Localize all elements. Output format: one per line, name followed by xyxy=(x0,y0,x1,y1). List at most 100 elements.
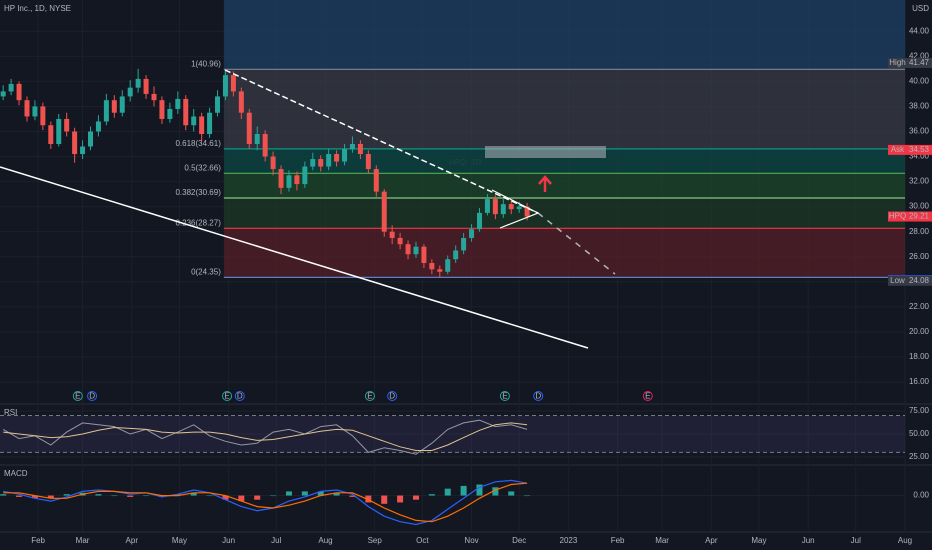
candle-body xyxy=(151,93,157,101)
candle-body xyxy=(230,75,236,92)
x-tick-label: Jul xyxy=(271,536,281,545)
candle-body xyxy=(484,199,490,213)
candle-body xyxy=(8,83,14,92)
event-label: E xyxy=(502,392,507,401)
macd-histogram-bar xyxy=(31,495,38,499)
candle-body xyxy=(135,78,141,88)
badge-name-bg xyxy=(888,211,907,222)
candle-body xyxy=(183,98,189,126)
badge xyxy=(907,211,932,222)
candle-body xyxy=(405,244,411,255)
y-tick-label: 22.00 xyxy=(909,302,930,311)
y-tick-label: 50.00 xyxy=(909,429,930,438)
x-tick-label: Apr xyxy=(705,536,718,545)
badge-name: Low xyxy=(890,276,905,285)
candle-body xyxy=(373,169,379,192)
y-tick-label: 26.00 xyxy=(909,252,930,261)
macd-histogram-bar xyxy=(238,495,245,502)
candle-body xyxy=(453,250,459,260)
chart-title: HP Inc., 1D, NYSE xyxy=(4,4,71,13)
badge xyxy=(907,57,932,68)
y-tick-label: 34.00 xyxy=(909,152,930,161)
fib-label: 0.5(32.66) xyxy=(184,163,221,172)
event-label: D xyxy=(237,392,243,401)
macd-histogram-bar xyxy=(95,494,102,496)
event-icon xyxy=(87,391,98,401)
x-tick-label: Dec xyxy=(512,536,526,545)
x-tick-label: Mar xyxy=(655,536,669,545)
candle-body xyxy=(40,106,46,126)
candle-body xyxy=(119,96,125,113)
candle-body xyxy=(461,237,467,251)
candle-body xyxy=(222,75,228,97)
event-label: D xyxy=(389,392,395,401)
candle-body xyxy=(262,134,268,157)
macd-histogram-bar xyxy=(285,491,292,496)
candle-body xyxy=(278,169,284,188)
fib-zone xyxy=(223,228,906,278)
x-tick-label: Jun xyxy=(222,536,235,545)
event-icon xyxy=(72,391,83,401)
macd-histogram-bar xyxy=(127,495,134,497)
main-layer: 1(40.96) 0.618(34.61) 0.5(32.66) 0.382(30.6… xyxy=(0,59,905,526)
macd-line xyxy=(3,479,528,526)
candle-body xyxy=(32,106,38,117)
macd-histogram-bar xyxy=(174,494,181,496)
macd-histogram-bar xyxy=(111,495,118,497)
candle-body xyxy=(80,146,86,155)
fib-zone xyxy=(223,197,906,229)
candle-body xyxy=(111,100,117,113)
candle-body xyxy=(445,259,451,272)
trend-line xyxy=(0,166,589,349)
y-tick-label: 20.00 xyxy=(909,327,930,336)
event-label: D xyxy=(89,392,95,401)
x-tick-label: Jul xyxy=(851,536,861,545)
macd-histogram-bar xyxy=(0,494,7,496)
macd-line xyxy=(3,482,528,523)
y-tick-label: 0.00 xyxy=(913,491,929,500)
candle-body xyxy=(421,246,427,263)
macd-histogram-bar xyxy=(508,491,515,496)
candle-body xyxy=(310,159,316,167)
macd-histogram-bar xyxy=(158,495,165,497)
rsi-line xyxy=(2,419,528,455)
macd-histogram-bar xyxy=(444,488,451,496)
event-icon xyxy=(234,391,245,401)
y-tick-label: 38.00 xyxy=(909,102,930,111)
macd-histogram-bar xyxy=(206,495,213,497)
macd-histogram-bar xyxy=(381,495,388,504)
front-layer: Feb Mar Apr May Jun Jul Aug Sep Oct Nov Dec 2023 Feb… xyxy=(4,26,932,545)
candle-body xyxy=(500,204,506,215)
macd-histogram-bar xyxy=(190,492,197,496)
candle-body xyxy=(326,154,332,167)
candle-body xyxy=(72,131,78,155)
candle-body xyxy=(167,108,173,119)
x-tick-label: Feb xyxy=(611,536,625,545)
candle-body xyxy=(238,91,244,113)
x-tick-label: Mar xyxy=(76,536,90,545)
candle-body xyxy=(429,262,435,270)
y-tick-label: 42.00 xyxy=(909,51,930,60)
candle-body xyxy=(342,149,348,162)
fib-label: 0.236(28.27) xyxy=(175,218,221,227)
fib-label: 0(24.35) xyxy=(191,268,221,277)
macd-histogram-bar xyxy=(16,495,23,497)
badge-name: Ask xyxy=(891,145,905,154)
candle-body xyxy=(516,206,522,210)
fib-zone-above xyxy=(223,0,906,70)
candle-body xyxy=(365,154,371,170)
macd-histogram-bar xyxy=(412,495,419,500)
badge-name: HPQ xyxy=(889,212,906,221)
candle-body xyxy=(349,144,355,150)
candle-body xyxy=(56,118,62,145)
candle-body xyxy=(389,231,395,238)
candle-body xyxy=(64,118,70,132)
y-tick-label: 16.00 xyxy=(909,377,930,386)
trend-line-projection xyxy=(537,212,616,275)
macd-histogram-bar xyxy=(254,495,261,500)
candle-body xyxy=(0,91,6,97)
candle-body xyxy=(175,98,181,109)
trend-line xyxy=(224,69,539,214)
price-axis xyxy=(905,0,932,550)
